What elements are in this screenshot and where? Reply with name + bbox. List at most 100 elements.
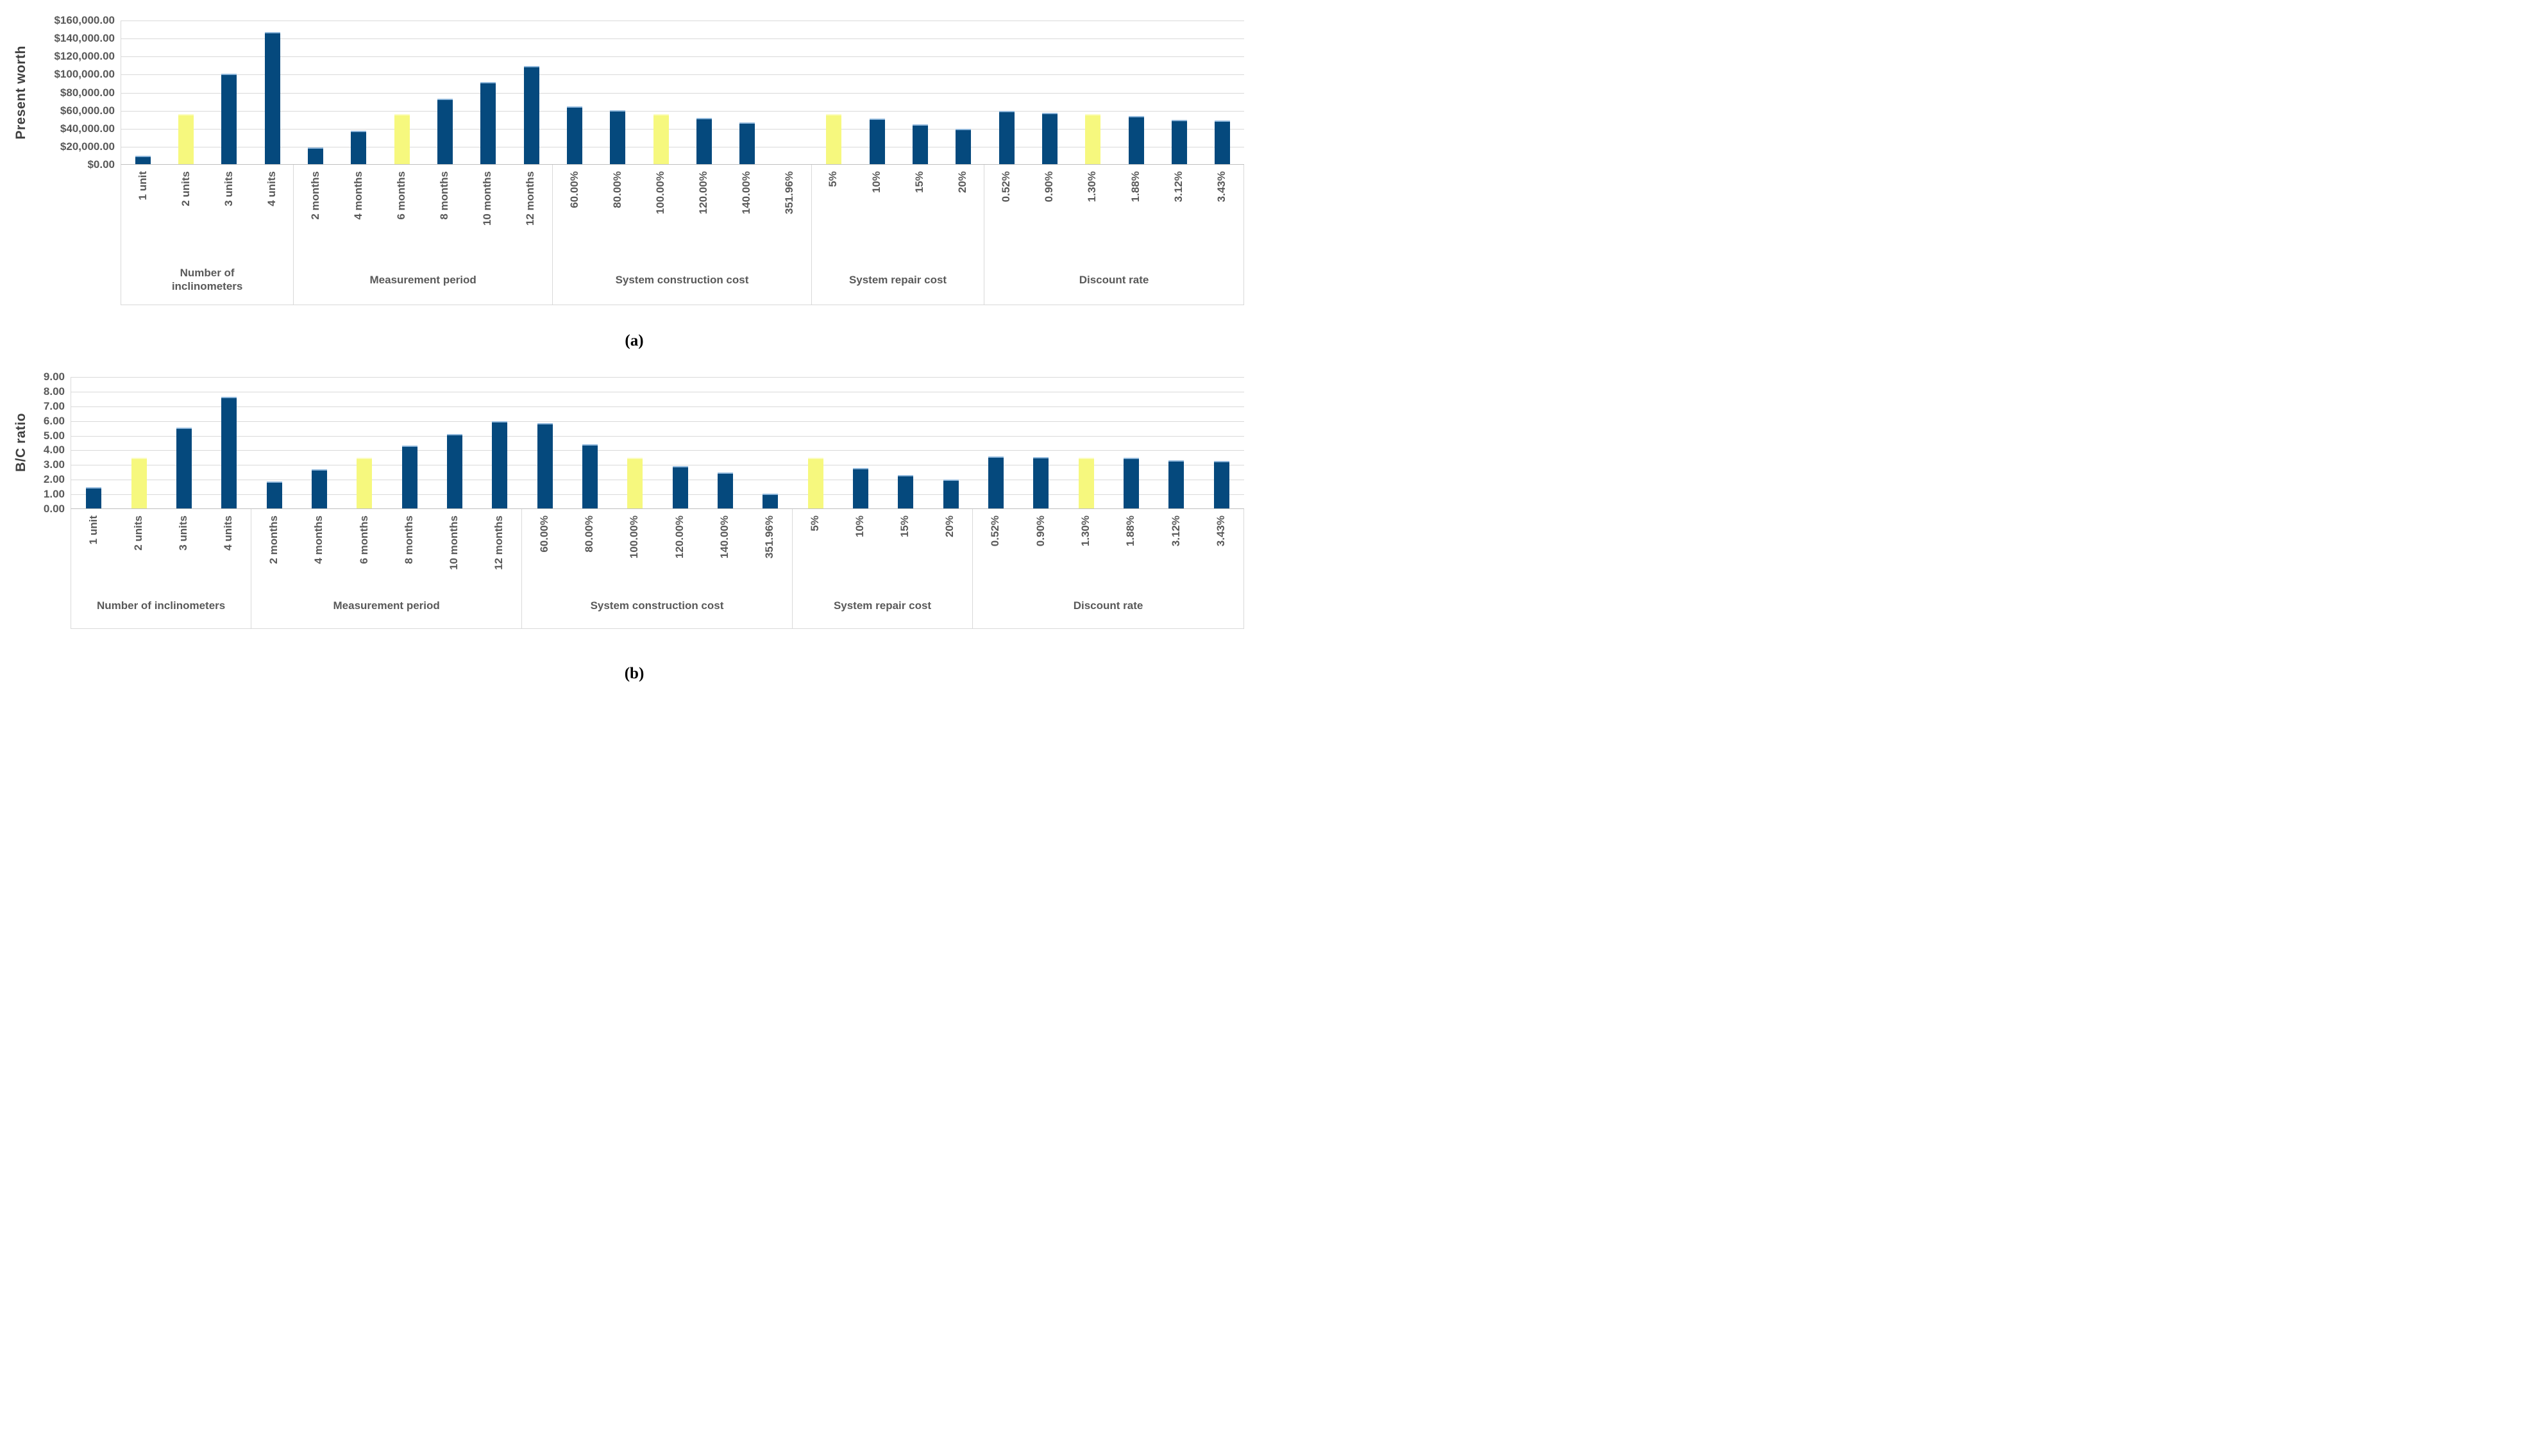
- bar-1.88-: [1124, 458, 1140, 508]
- category-label-slot: 2 months: [294, 165, 337, 258]
- gridline: [121, 56, 1244, 58]
- category-label: 3.12%: [1172, 171, 1185, 203]
- bar-slot: [985, 21, 1028, 164]
- band-group: 1 unit 2 units 3 units 4 units Number of inc…: [71, 509, 252, 628]
- bar-slot: [208, 21, 251, 164]
- gridline: [71, 435, 1244, 437]
- bar-slot: [432, 377, 477, 508]
- category-label-slot: 120.00%: [682, 165, 725, 258]
- bar-8-months: [437, 98, 453, 164]
- band-group: 2 months 4 months 6 months 8 months 10 month…: [294, 165, 553, 305]
- category-label-slot: 80.00%: [567, 509, 612, 586]
- category-label: 4 months: [351, 171, 364, 220]
- bar-group: [553, 21, 812, 164]
- category-label-slot: 12 months: [509, 165, 552, 258]
- bar-slot: [342, 377, 387, 508]
- y-axis-tick-label: 1.00: [43, 488, 65, 501]
- category-labels: 0.52% 0.90% 1.30% 1.88% 3.12% 3.43%: [984, 165, 1243, 258]
- bar-slot: [639, 21, 682, 164]
- category-labels: 1 unit 2 units 3 units 4 units: [71, 509, 251, 586]
- category-band-b: 1 unit 2 units 3 units 4 units Number of inc…: [71, 509, 1244, 629]
- band-group: 60.00% 80.00% 100.00% 120.00% 140.00% 351.96%…: [522, 509, 793, 628]
- bar-2-units: [178, 114, 194, 164]
- bar-60.00-: [537, 423, 553, 508]
- band-group: 60.00% 80.00% 100.00% 120.00% 140.00% 351.96%…: [553, 165, 812, 305]
- category-label: 120.00%: [697, 171, 710, 215]
- y-axis-tick-label: 6.00: [43, 414, 65, 427]
- category-label: 120.00%: [673, 515, 686, 559]
- bar-1.30-: [1078, 457, 1094, 508]
- bar-1.88-: [1128, 116, 1144, 164]
- bar-10-months: [446, 433, 462, 508]
- figure-canvas: Present worth $160,000.00 $140,000.00 $120…: [0, 0, 1268, 728]
- category-label-slot: 140.00%: [725, 165, 768, 258]
- category-label-slot: 5%: [793, 509, 838, 586]
- category-labels: 1 unit 2 units 3 units 4 units: [121, 165, 293, 258]
- bar-140.00-: [717, 472, 733, 508]
- bar-slot: [612, 377, 657, 508]
- bar-slot: [380, 21, 423, 164]
- bar-group: [294, 21, 553, 164]
- group-label: Discount rate: [1073, 599, 1143, 612]
- category-label: 15%: [898, 515, 911, 538]
- y-axis-ticks-a: $160,000.00 $140,000.00 $120,000.00 $100,00…: [36, 15, 121, 171]
- bar-slot: [553, 21, 596, 164]
- plot-column-b: 1 unit 2 units 3 units 4 units Number of inc…: [71, 377, 1244, 629]
- bar-slot: [769, 21, 812, 164]
- bar-slot: [1109, 377, 1154, 508]
- y-axis-tick-label: 0.00: [43, 503, 65, 515]
- category-label-slot: 0.52%: [973, 509, 1018, 586]
- bar-slot: [1072, 21, 1115, 164]
- category-label-slot: 8 months: [387, 509, 432, 586]
- gridline: [71, 406, 1244, 407]
- plot-area-a: [121, 21, 1244, 165]
- bar-slot: [294, 21, 337, 164]
- bar-1.30-: [1085, 114, 1101, 164]
- bar-100.00-: [627, 457, 643, 508]
- band-group: 5% 10% 15% 20% System repair cost: [793, 509, 973, 628]
- group-label: System repair cost: [848, 273, 947, 286]
- bar-group: [813, 21, 985, 164]
- category-label-slot: 351.96%: [768, 165, 811, 258]
- category-label: 6 months: [357, 515, 370, 564]
- bar-1-unit: [135, 156, 151, 164]
- bar-20-: [956, 128, 972, 164]
- bar-6-months: [394, 114, 410, 164]
- category-label: 8 months: [402, 515, 415, 564]
- category-label: 20%: [943, 515, 956, 538]
- y-axis-tick-label: $100,000.00: [54, 68, 115, 81]
- bar-80.00-: [610, 110, 626, 164]
- y-axis-title: B/C ratio: [13, 413, 28, 473]
- category-label-slot: 3 units: [207, 165, 250, 258]
- category-label-slot: 60.00%: [522, 509, 567, 586]
- category-label: 80.00%: [611, 171, 623, 208]
- y-axis-title-area-b: B/C ratio: [6, 377, 36, 508]
- bar-slot: [793, 377, 838, 508]
- bar-slot: [467, 21, 510, 164]
- category-label: 2 units: [179, 171, 192, 206]
- category-label: 2 units: [132, 515, 145, 551]
- category-label: 0.52%: [989, 515, 1002, 547]
- category-label-slot: 4 units: [206, 509, 251, 586]
- category-label: 10%: [854, 515, 866, 538]
- bar-slot: [838, 377, 883, 508]
- category-label-slot: 1.88%: [1114, 165, 1157, 258]
- bc-ratio-chart: B/C ratio 9.00 8.00 7.00 6.00 5.00 4.00 3.00 2.…: [6, 371, 1268, 629]
- bar-group: [793, 377, 973, 508]
- band-group: 0.52% 0.90% 1.30% 1.88% 3.12% 3.43% Discount r…: [984, 165, 1243, 305]
- bar-slot: [973, 377, 1018, 508]
- category-label: 3 units: [222, 171, 235, 206]
- category-label: 1 unit: [136, 171, 149, 201]
- bar-6-months: [357, 457, 373, 508]
- bar-group: [251, 377, 522, 508]
- category-label-slot: 2 months: [251, 509, 296, 586]
- bar-slot: [929, 377, 973, 508]
- bar-10-months: [480, 81, 496, 164]
- category-label: 1.30%: [1079, 515, 1092, 547]
- group-label: Number of inclinometers: [96, 599, 226, 612]
- category-label-slot: 3.12%: [1157, 165, 1200, 258]
- bar-0.52-: [999, 111, 1015, 164]
- bar-8-months: [401, 446, 417, 508]
- y-axis-tick-label: $80,000.00: [60, 86, 115, 99]
- bar-3.12-: [1171, 119, 1187, 164]
